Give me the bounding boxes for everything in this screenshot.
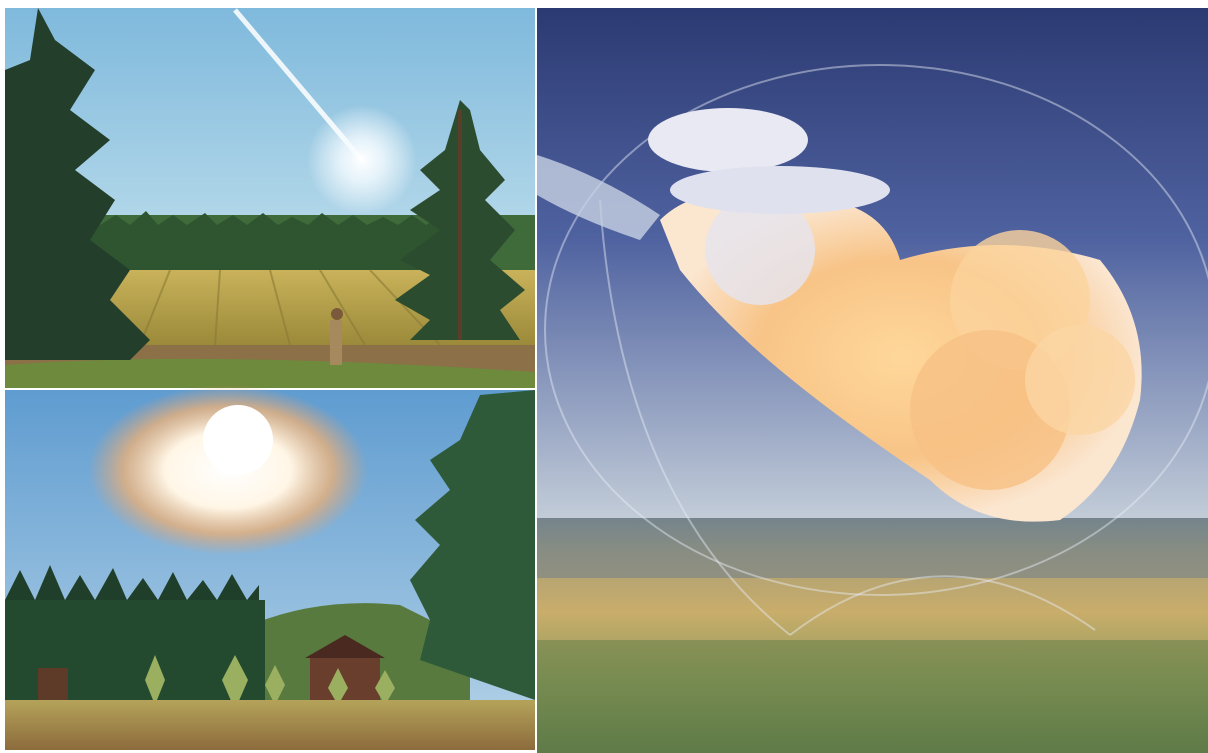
collage: [0, 0, 1208, 753]
explosion-panel: [5, 385, 535, 750]
meteor-panel: [5, 8, 535, 388]
airburst-panel: [537, 8, 1208, 753]
page: [0, 0, 1208, 753]
